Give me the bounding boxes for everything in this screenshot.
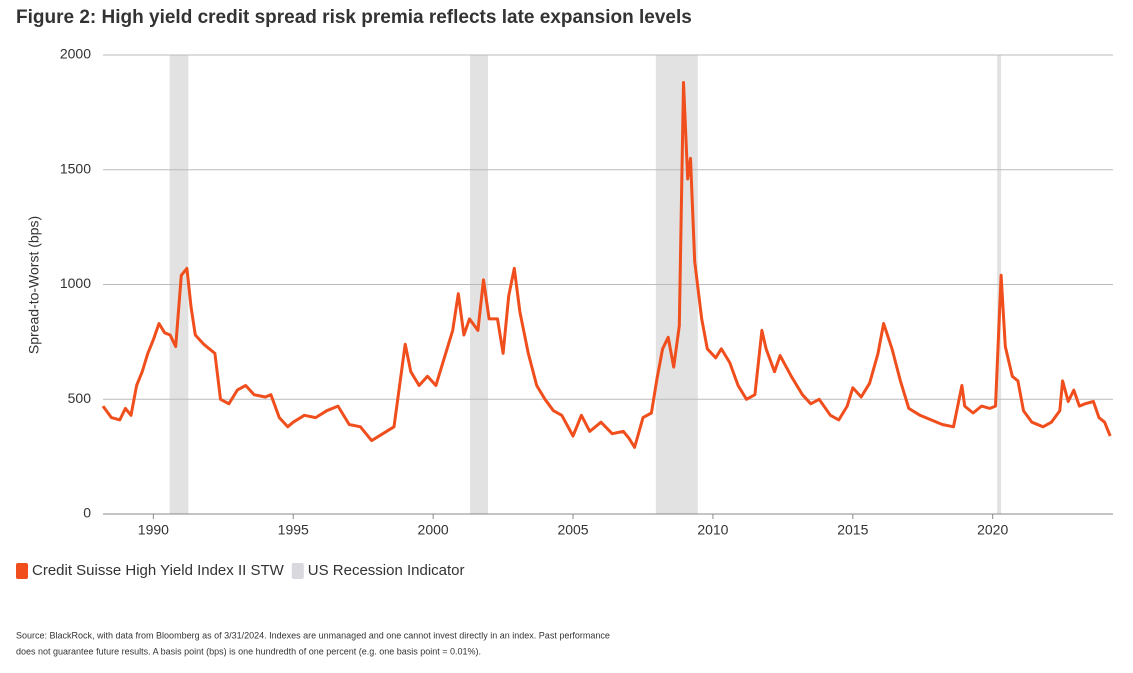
x-tick-label: 2015	[837, 522, 868, 538]
legend-label: US Recession Indicator	[308, 562, 465, 579]
source-note: does not guarantee future results. A bas…	[16, 646, 481, 656]
legend-label: Credit Suisse High Yield Index II STW	[32, 562, 285, 579]
y-tick-label: 2000	[60, 46, 91, 62]
x-tick-label: 2010	[697, 522, 728, 538]
legend-swatch	[291, 563, 304, 579]
x-tick-label: 2020	[977, 522, 1008, 538]
x-tick-label: 2000	[418, 522, 449, 538]
y-tick-label: 500	[68, 390, 92, 406]
x-tick-label: 1995	[278, 522, 309, 538]
y-tick-label: 0	[83, 505, 91, 521]
chart-title: Figure 2: High yield credit spread risk …	[16, 7, 692, 28]
y-tick-label: 1000	[60, 275, 91, 291]
x-tick-label: 1990	[138, 522, 169, 538]
y-tick-label: 1500	[60, 160, 91, 176]
series-line	[101, 81, 1112, 449]
source-note: Source: BlackRock, with data from Bloomb…	[16, 630, 610, 640]
x-tick-label: 2005	[557, 522, 588, 538]
legend-swatch	[16, 563, 28, 579]
y-axis-label: Spread-to-Worst (bps)	[26, 216, 42, 354]
